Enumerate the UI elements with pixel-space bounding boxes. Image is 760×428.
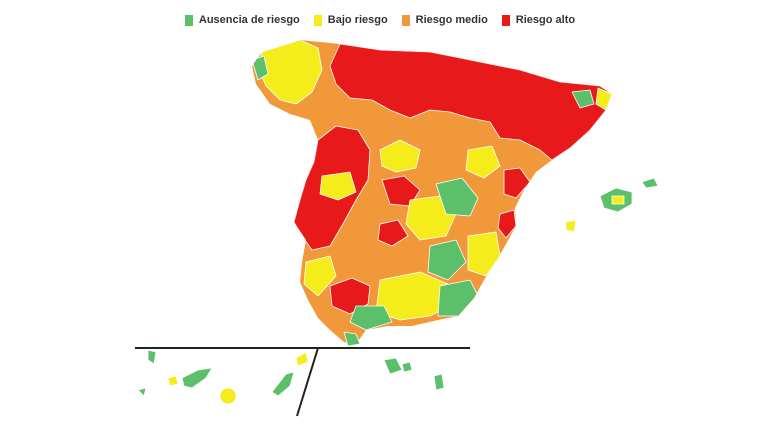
island-east-3 bbox=[433, 373, 445, 391]
region-east-red bbox=[503, 167, 531, 199]
island-fuerteventura bbox=[271, 371, 295, 397]
island-la-gomera bbox=[167, 375, 179, 387]
region-catalonia-green bbox=[571, 89, 595, 109]
region-cuenca-green bbox=[435, 177, 479, 217]
region-toledo-red bbox=[377, 219, 409, 247]
region-southwest-yellow bbox=[303, 255, 337, 297]
region-girona-yellow bbox=[595, 87, 612, 111]
island-mallorca-center bbox=[611, 195, 625, 205]
region-cadiz-tip-green bbox=[343, 331, 361, 347]
island-lanzarote bbox=[295, 351, 309, 367]
island-gran-canaria bbox=[219, 387, 237, 405]
island-east-2 bbox=[401, 361, 413, 373]
legend-item-medio: Riesgo medio bbox=[401, 14, 488, 26]
region-aragon-yellow bbox=[465, 145, 501, 179]
legend-item-ausencia: Ausencia de riesgo bbox=[184, 14, 300, 26]
legend-swatch-yellow bbox=[313, 14, 322, 26]
island-east-1 bbox=[383, 357, 403, 375]
region-center-red bbox=[381, 175, 421, 207]
legend-item-alto: Riesgo alto bbox=[501, 14, 576, 26]
legend-label: Bajo riesgo bbox=[327, 14, 388, 26]
peninsula-regions bbox=[252, 40, 612, 344]
legend-item-bajo: Bajo riesgo bbox=[313, 14, 388, 26]
region-west-yellow bbox=[319, 171, 357, 201]
region-south-red bbox=[329, 277, 371, 315]
legend-label: Riesgo medio bbox=[415, 14, 488, 26]
legend-swatch-green bbox=[184, 14, 193, 26]
legend-label: Riesgo alto bbox=[515, 14, 576, 26]
legend-swatch-orange bbox=[401, 14, 410, 26]
island-ibiza bbox=[565, 219, 577, 233]
region-valencia-red bbox=[497, 209, 517, 239]
canary-box-diagonal bbox=[296, 347, 319, 417]
island-la-palma bbox=[147, 349, 157, 365]
island-tenerife bbox=[181, 367, 213, 389]
island-el-hierro bbox=[137, 387, 147, 397]
legend-swatch-red bbox=[501, 14, 510, 26]
legend-label: Ausencia de riesgo bbox=[198, 14, 300, 26]
region-castilla-yellow bbox=[379, 139, 421, 173]
region-asturias-green bbox=[252, 55, 269, 81]
map-legend: Ausencia de riesgo Bajo riesgo Riesgo me… bbox=[0, 14, 760, 26]
region-levante-yellow bbox=[467, 231, 501, 277]
region-murcia-green bbox=[427, 239, 467, 281]
region-malaga-green bbox=[349, 305, 393, 331]
island-menorca bbox=[641, 177, 659, 189]
